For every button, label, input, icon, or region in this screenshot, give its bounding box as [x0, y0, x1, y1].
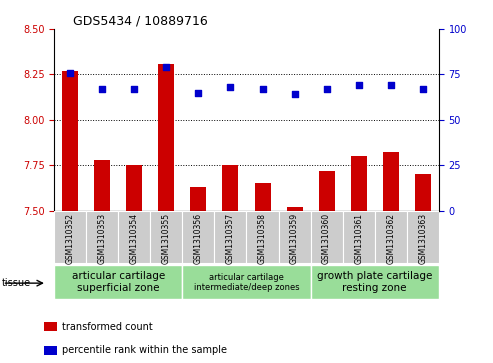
Bar [86, 211, 118, 263]
Bar [286, 207, 303, 211]
Text: GSM1310356: GSM1310356 [194, 213, 203, 264]
Bar [279, 211, 311, 263]
Bar [62, 71, 78, 211]
Point [354, 82, 362, 88]
Bar [383, 152, 399, 211]
Bar [118, 211, 150, 263]
Bar [254, 183, 271, 211]
Text: GDS5434 / 10889716: GDS5434 / 10889716 [73, 15, 208, 28]
Bar [415, 174, 431, 211]
Text: GSM1310361: GSM1310361 [354, 213, 363, 264]
Text: percentile rank within the sample: percentile rank within the sample [62, 345, 227, 355]
Text: GSM1310355: GSM1310355 [162, 213, 171, 264]
Text: articular cartilage
superficial zone: articular cartilage superficial zone [71, 272, 165, 293]
Point [66, 70, 74, 76]
Bar [311, 265, 439, 299]
Bar [94, 160, 110, 211]
Point [322, 86, 330, 92]
Bar [150, 211, 182, 263]
Text: articular cartilage
intermediate/deep zones: articular cartilage intermediate/deep zo… [194, 273, 299, 292]
Bar [343, 211, 375, 263]
Text: GSM1310363: GSM1310363 [418, 213, 427, 264]
Point [162, 64, 170, 70]
Point [258, 86, 266, 92]
Text: GSM1310357: GSM1310357 [226, 213, 235, 264]
Text: GSM1310354: GSM1310354 [130, 213, 139, 264]
Text: GSM1310360: GSM1310360 [322, 213, 331, 264]
Point [290, 91, 298, 97]
Point [419, 86, 426, 92]
Text: growth plate cartilage
resting zone: growth plate cartilage resting zone [317, 272, 432, 293]
Bar [190, 187, 207, 211]
Bar [182, 265, 311, 299]
Point [387, 82, 394, 88]
Bar [214, 211, 246, 263]
Point [130, 86, 138, 92]
Bar [318, 171, 335, 211]
Point [226, 84, 234, 90]
Bar [375, 211, 407, 263]
Text: GSM1310358: GSM1310358 [258, 213, 267, 264]
Text: tissue: tissue [1, 278, 31, 288]
Bar [126, 165, 142, 211]
Bar [54, 211, 86, 263]
Text: GSM1310352: GSM1310352 [66, 213, 75, 264]
Bar [351, 156, 367, 211]
Bar [407, 211, 439, 263]
Text: GSM1310353: GSM1310353 [98, 213, 107, 264]
Point [194, 90, 202, 95]
Text: GSM1310359: GSM1310359 [290, 213, 299, 264]
Bar [158, 64, 175, 211]
Point [98, 86, 106, 92]
Bar [222, 165, 239, 211]
Bar [311, 211, 343, 263]
Bar [246, 211, 279, 263]
Text: transformed count: transformed count [62, 322, 152, 332]
Bar [54, 265, 182, 299]
Bar [182, 211, 214, 263]
Text: GSM1310362: GSM1310362 [386, 213, 395, 264]
